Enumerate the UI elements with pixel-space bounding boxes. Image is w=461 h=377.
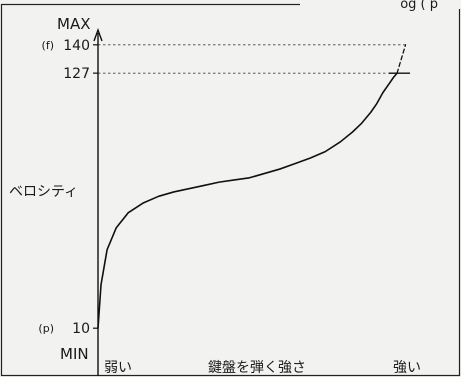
y-tick-prefix-10: (p) [38, 322, 54, 335]
y-ticks: 140 (f) 127 10 (p) [38, 38, 98, 337]
velocity-curve [97, 72, 398, 329]
y-min-label: MIN [60, 345, 89, 363]
x-axis-label: 鍵盤を弾く強さ [208, 360, 306, 376]
y-axis-label: ベロシティ [9, 184, 78, 200]
chart-border [0, 3, 461, 377]
y-tick-label-10: 10 [72, 321, 90, 337]
x-min-label: 弱い [104, 360, 132, 376]
y-tick-label-127: 127 [63, 66, 90, 82]
top-fragment-text: og ( p [400, 0, 438, 12]
top-fragment-mask [300, 0, 461, 9]
y-tick-label-140: 140 [63, 38, 90, 54]
y-max-label: MAX [57, 15, 90, 33]
reference-lines [98, 44, 406, 74]
y-tick-prefix-140: (f) [42, 39, 54, 52]
curves [97, 44, 411, 329]
y-axis-arrow [93, 27, 103, 42]
x-max-label: 強い [393, 360, 421, 376]
dashed-extension-curve [396, 44, 407, 74]
